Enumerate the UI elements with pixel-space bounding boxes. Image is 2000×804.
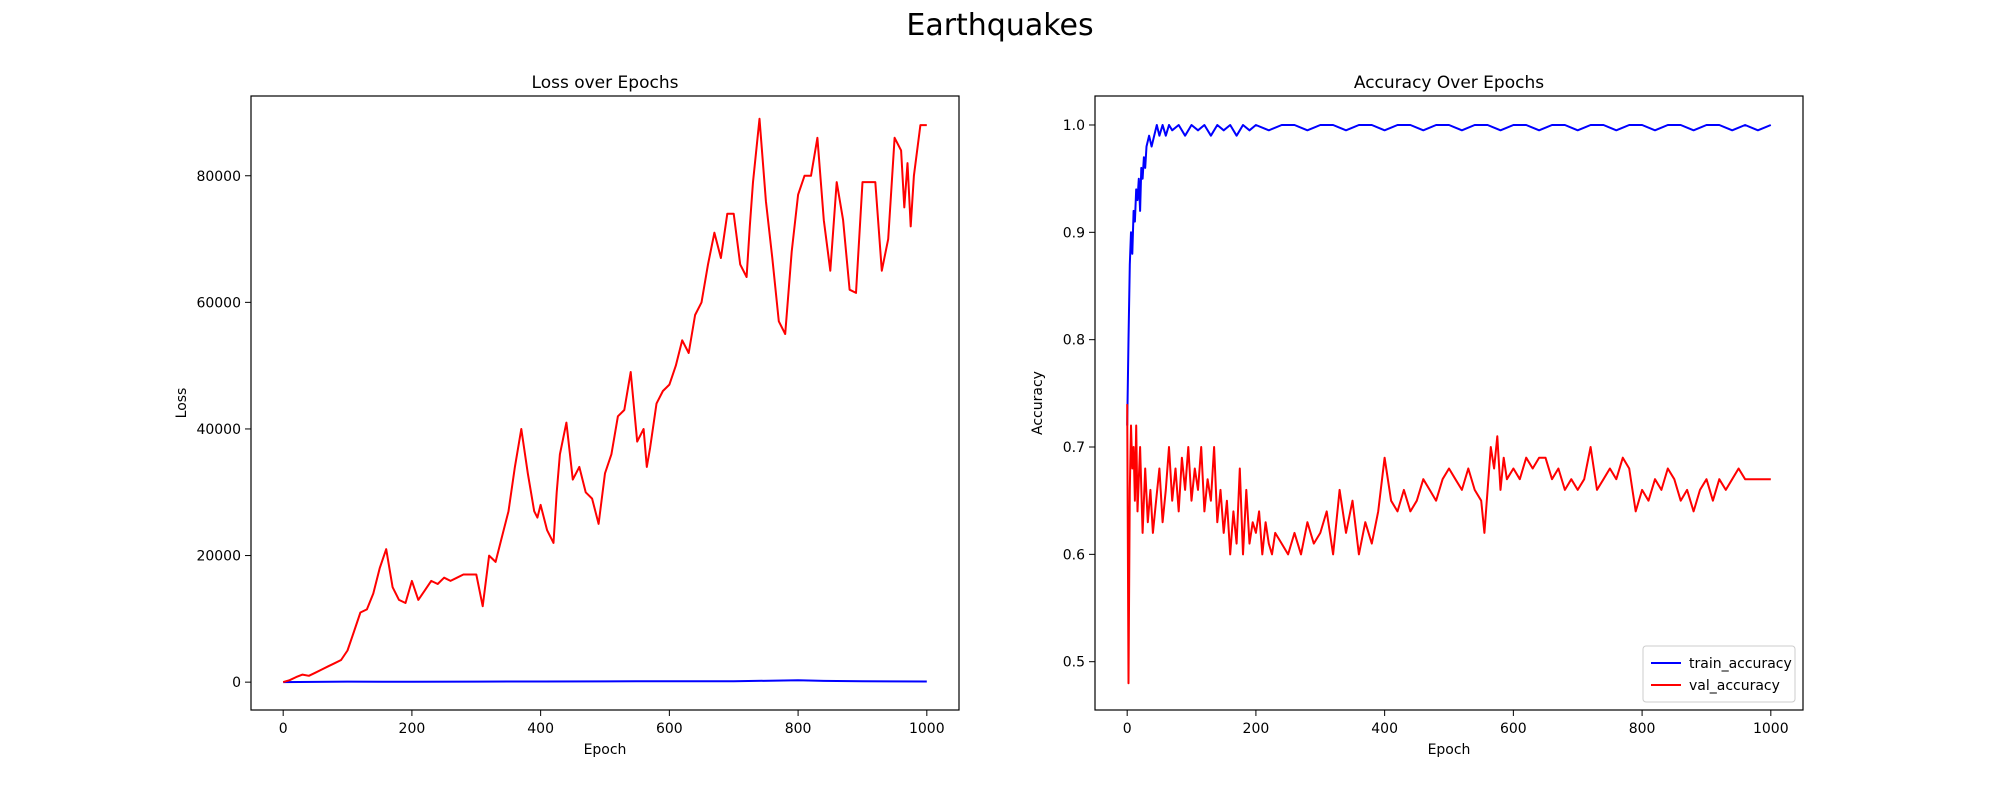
accuracy-series-line-val-accuracy [1126,404,1771,685]
loss-y-tick-label: 80000 [196,169,241,185]
loss-chart-title: Loss over Epochs [532,73,679,93]
loss-axes-frame [250,95,960,711]
accuracy-y-tick-label: 0.6 [1063,547,1085,563]
loss-x-tick-label: 1000 [909,721,945,737]
accuracy-x-tick-label: 800 [1629,721,1656,737]
accuracy-y-tick-label: 0.7 [1063,440,1085,456]
accuracy-x-tick-label: 0 [1123,721,1132,737]
loss-x-tick-label: 0 [279,721,288,737]
accuracy-y-axis-label: Accuracy [1030,371,1046,435]
accuracy-y-tick-label: 0.9 [1063,225,1085,241]
accuracy-legend-label-val-accuracy: val_accuracy [1689,678,1780,694]
accuracy-legend-label-train-accuracy: train_accuracy [1689,656,1792,672]
accuracy-x-tick-label: 200 [1243,721,1270,737]
loss-y-axis-label: Loss [174,388,190,419]
accuracy-legend-box [1642,645,1796,703]
accuracy-x-axis-label: Epoch [1428,742,1471,758]
loss-series-line-red [282,117,927,684]
accuracy-y-tick-label: 0.5 [1063,655,1085,671]
loss-y-tick-label: 20000 [196,549,241,565]
loss-y-tick-label: 40000 [196,422,241,438]
loss-x-tick-label: 200 [399,721,426,737]
figure-title: Earthquakes [906,8,1094,43]
loss-y-tick-label: 0 [232,675,241,691]
loss-x-tick-label: 400 [527,721,554,737]
accuracy-x-tick-label: 600 [1500,721,1527,737]
loss-x-axis-label: Epoch [584,742,627,758]
accuracy-axes-frame [1094,95,1804,711]
loss-series-line-blue [283,679,927,684]
accuracy-x-tick-label: 1000 [1753,721,1789,737]
accuracy-series-line-train-accuracy [1126,124,1772,426]
accuracy-chart-title: Accuracy Over Epochs [1354,73,1544,93]
accuracy-x-tick-label: 400 [1371,721,1398,737]
accuracy-y-tick-label: 0.8 [1063,333,1085,349]
loss-x-tick-label: 800 [785,721,812,737]
loss-x-tick-label: 600 [656,721,683,737]
loss-y-tick-label: 60000 [196,295,241,311]
accuracy-y-tick-label: 1.0 [1063,118,1085,134]
